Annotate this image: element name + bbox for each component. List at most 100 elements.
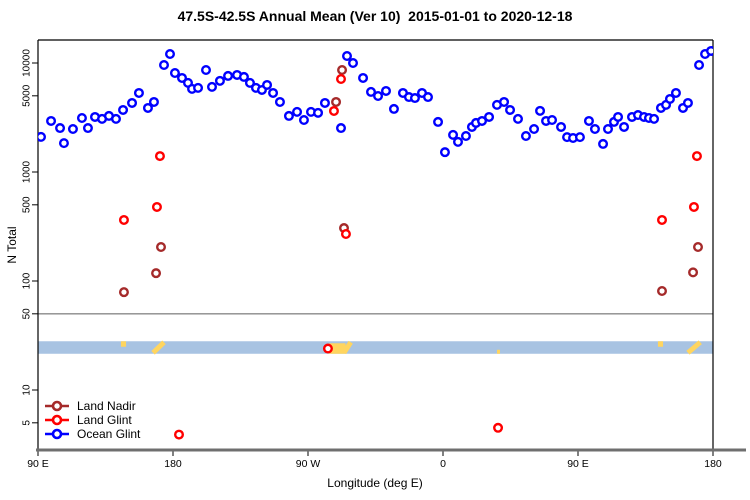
data-point-ocean-glint <box>381 85 392 96</box>
data-point-ocean-glint <box>67 124 78 135</box>
map-strip-land <box>341 340 353 355</box>
data-point-ocean-glint <box>448 129 459 140</box>
data-point-land-nadir <box>331 96 342 107</box>
data-point-ocean-glint <box>38 131 46 142</box>
legend-item-ocean-glint: Ocean Glint <box>44 427 140 441</box>
ocean-glint-symbol-icon <box>45 428 69 440</box>
map-strip-land <box>497 349 500 354</box>
data-point-ocean-glint <box>694 59 705 70</box>
data-point-land-glint <box>151 201 162 212</box>
data-point-ocean-glint <box>206 81 217 92</box>
land-glint-symbol-icon <box>45 414 69 426</box>
data-point-land-glint <box>336 74 347 85</box>
y-tick-label: 5 <box>22 420 33 426</box>
data-point-ocean-glint <box>556 121 567 132</box>
data-point-ocean-glint <box>613 111 624 122</box>
data-point-ocean-glint <box>439 147 450 158</box>
map-strip-land <box>686 340 702 355</box>
data-point-land-glint <box>340 228 351 239</box>
y-tick-label: 500 <box>22 196 33 213</box>
chart-title: 47.5S-42.5S Annual Mean (Ver 10) 2015-01… <box>177 8 573 24</box>
data-point-ocean-glint <box>244 77 255 88</box>
data-point-ocean-glint <box>110 113 121 124</box>
data-point-ocean-glint <box>336 123 347 134</box>
data-point-ocean-glint <box>158 59 169 70</box>
data-point-ocean-glint <box>127 97 138 108</box>
data-point-land-glint <box>688 201 699 212</box>
data-point-ocean-glint <box>574 132 585 143</box>
legend-label-ocean-glint: Ocean Glint <box>77 427 141 441</box>
data-point-ocean-glint <box>513 113 524 124</box>
data-point-ocean-glint <box>589 124 600 135</box>
data-point-land-glint <box>657 214 668 225</box>
data-point-land-nadir <box>688 267 699 278</box>
x-axis-title: Longitude (deg E) <box>327 476 423 490</box>
map-strip-ocean <box>38 341 713 354</box>
map-strip-land <box>151 340 166 355</box>
data-point-ocean-glint <box>169 67 180 78</box>
y-tick-label: 10000 <box>22 49 33 77</box>
data-point-ocean-glint <box>388 103 399 114</box>
data-point-ocean-glint <box>214 75 225 86</box>
data-point-ocean-glint <box>706 45 713 56</box>
data-point-ocean-glint <box>649 113 660 124</box>
data-point-ocean-glint <box>176 72 187 83</box>
data-point-ocean-glint <box>505 104 516 115</box>
map-strip-land <box>657 341 664 347</box>
data-point-ocean-glint <box>373 91 384 102</box>
y-tick-label: 5000 <box>22 84 33 107</box>
data-point-land-glint <box>173 429 184 440</box>
x-tick-label: 90 W <box>296 458 321 470</box>
legend: Land Nadir Land Glint Ocean Glint <box>44 399 140 441</box>
data-point-ocean-glint <box>423 92 434 103</box>
x-tick-label: 0 <box>440 458 446 470</box>
data-point-land-glint <box>493 422 504 433</box>
data-point-ocean-glint <box>583 115 594 126</box>
data-point-ocean-glint <box>76 112 87 123</box>
data-point-ocean-glint <box>342 50 353 61</box>
data-point-ocean-glint <box>366 86 377 97</box>
data-point-ocean-glint <box>499 96 510 107</box>
y-tick-label: 1000 <box>22 160 33 183</box>
data-point-ocean-glint <box>484 111 495 122</box>
data-point-ocean-glint <box>200 64 211 75</box>
data-point-ocean-glint <box>274 96 285 107</box>
data-point-ocean-glint <box>313 107 324 118</box>
data-point-ocean-glint <box>520 130 531 141</box>
legend-item-land-glint: Land Glint <box>44 413 140 427</box>
data-point-ocean-glint <box>409 93 420 104</box>
y-axis-title: N Total <box>5 226 19 264</box>
data-point-land-glint <box>154 151 165 162</box>
data-point-land-glint <box>691 151 702 162</box>
data-point-land-nadir <box>118 287 129 298</box>
y-tick-label: 50 <box>22 308 33 320</box>
data-point-ocean-glint <box>55 123 66 134</box>
data-point-ocean-glint <box>619 121 630 132</box>
data-point-land-nadir <box>657 285 668 296</box>
data-point-ocean-glint <box>433 116 444 127</box>
data-point-ocean-glint <box>529 124 540 135</box>
legend-item-land-nadir: Land Nadir <box>44 399 140 413</box>
data-point-ocean-glint <box>262 79 273 90</box>
data-point-ocean-glint <box>283 110 294 121</box>
data-point-ocean-glint <box>348 58 359 69</box>
data-points-layer <box>38 45 713 440</box>
data-point-ocean-glint <box>82 123 93 134</box>
data-point-ocean-glint <box>292 106 303 117</box>
x-tick-label: 90 E <box>27 458 49 470</box>
x-tick-label: 180 <box>704 458 722 470</box>
data-point-land-glint <box>322 343 333 354</box>
data-point-ocean-glint <box>547 114 558 125</box>
data-point-ocean-glint <box>477 115 488 126</box>
data-point-ocean-glint <box>460 130 471 141</box>
data-point-ocean-glint <box>664 93 675 104</box>
data-point-ocean-glint <box>598 138 609 149</box>
data-point-ocean-glint <box>164 48 175 59</box>
data-point-land-glint <box>328 105 339 116</box>
data-point-land-nadir <box>337 64 348 75</box>
data-point-ocean-glint <box>535 105 546 116</box>
map-strip-land <box>329 343 346 354</box>
data-point-ocean-glint <box>46 115 57 126</box>
data-point-ocean-glint <box>133 87 144 98</box>
